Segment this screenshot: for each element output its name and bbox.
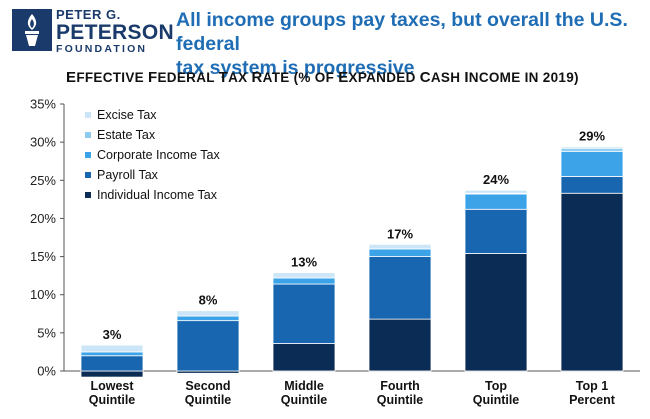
peterson-foundation-logo: PETER G. PETERSON FOUNDATION: [12, 8, 174, 55]
bar-segment: [560, 150, 624, 177]
y-tick-label: 20%: [30, 211, 56, 226]
y-tick-label: 5%: [37, 325, 56, 340]
bar-total-label: 3%: [103, 327, 122, 342]
logo-wordmark: PETER G. PETERSON FOUNDATION: [56, 8, 174, 55]
y-tick-label: 15%: [30, 249, 56, 264]
headline-line-1: All income groups pay taxes, but overall…: [176, 9, 628, 55]
category-label: Middle: [284, 379, 324, 393]
bar-segment: [368, 318, 432, 372]
legend-swatch: [85, 112, 91, 118]
category-label: Top 1: [576, 379, 608, 393]
legend-label: Payroll Tax: [97, 168, 159, 182]
headline-line-2: tax system is progressive: [176, 57, 415, 79]
bar-segment: [80, 355, 144, 372]
bar-segment: [464, 189, 528, 194]
headline: All income groups pay taxes, but overall…: [176, 8, 646, 80]
chart-title: EFFECTIVE FEDERAL TAX RATE (% OF EXPANDE…: [66, 69, 579, 86]
category-label: Quintile: [185, 393, 232, 407]
category-label: Top: [485, 379, 507, 393]
header: PETER G. PETERSON FOUNDATION All income …: [0, 0, 650, 79]
logo-line-2: PETERSON: [56, 21, 174, 44]
bar-segment: [272, 283, 336, 344]
legend-label: Corporate Income Tax: [97, 148, 220, 162]
bar-segment: [464, 253, 528, 372]
bar-segment: [464, 193, 528, 210]
legend-label: Excise Tax: [97, 108, 157, 122]
y-tick-label: 0%: [37, 364, 56, 379]
y-tick-label: 25%: [30, 173, 56, 188]
bar-segment: [80, 351, 144, 357]
bar-segment: [560, 146, 624, 149]
bar-segment: [272, 343, 336, 372]
bar-total-label: 17%: [387, 226, 413, 241]
bar-segment: [464, 208, 528, 254]
bar-segment: [176, 310, 240, 317]
category-label: Lowest: [90, 379, 134, 393]
category-label: Quintile: [377, 393, 424, 407]
category-label: Quintile: [89, 393, 136, 407]
bar-segment: [368, 248, 432, 257]
bar-segment: [560, 176, 624, 194]
legend-label: Individual Income Tax: [97, 188, 218, 202]
bar-segment: [80, 344, 144, 353]
category-label: Quintile: [281, 393, 328, 407]
category-label: Quintile: [473, 393, 520, 407]
y-tick-label: 30%: [30, 135, 56, 150]
bar-total-label: 24%: [483, 172, 509, 187]
legend-swatch: [85, 132, 91, 138]
bar-segment: [368, 256, 432, 320]
legend-label: Estate Tax: [97, 128, 156, 142]
legend-swatch: [85, 152, 91, 158]
legend-swatch: [85, 172, 91, 178]
bar-total-label: 8%: [199, 293, 218, 308]
category-label: Fourth: [380, 379, 420, 393]
y-tick-label: 10%: [30, 287, 56, 302]
bar-segment: [560, 192, 624, 372]
torch-icon: [12, 9, 52, 51]
category-label: Percent: [569, 393, 616, 407]
bar-segment: [560, 147, 624, 152]
category-label: Second: [185, 379, 230, 393]
bar-segment: [272, 272, 336, 279]
bar-segment: [368, 243, 432, 250]
logo-line-3: FOUNDATION: [56, 43, 148, 55]
bar-total-label: 29%: [579, 129, 605, 144]
bar-segment: [272, 277, 336, 285]
logo-line-1: PETER G.: [56, 7, 121, 22]
legend-swatch: [85, 192, 91, 198]
y-tick-label: 35%: [30, 97, 56, 112]
bar-segment: [176, 320, 240, 372]
bar-segment: [80, 370, 144, 378]
bar-total-label: 13%: [291, 255, 317, 270]
bar-segment: [176, 315, 240, 322]
